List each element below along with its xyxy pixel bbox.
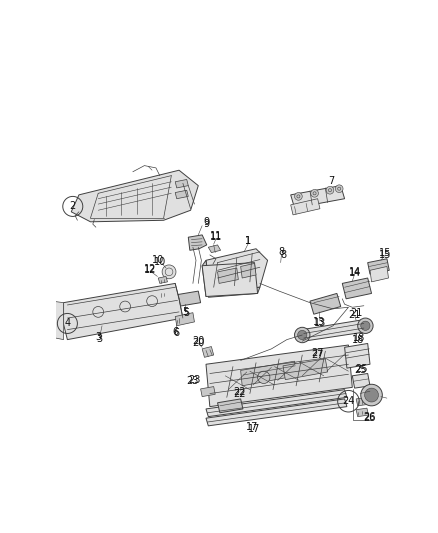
Polygon shape: [208, 245, 221, 253]
Polygon shape: [240, 361, 296, 386]
Text: 6: 6: [174, 328, 180, 338]
Text: 6: 6: [172, 327, 178, 337]
Polygon shape: [201, 386, 215, 397]
Text: 25: 25: [355, 364, 368, 374]
Polygon shape: [208, 287, 260, 297]
Circle shape: [294, 192, 302, 200]
Polygon shape: [345, 343, 370, 368]
Polygon shape: [283, 359, 328, 379]
Text: 9: 9: [203, 219, 209, 229]
Text: 8: 8: [280, 250, 286, 260]
Circle shape: [336, 185, 343, 192]
Polygon shape: [310, 294, 341, 314]
Text: 27: 27: [311, 350, 324, 360]
Polygon shape: [370, 266, 389, 282]
Text: 5: 5: [182, 307, 188, 317]
Text: 10: 10: [154, 257, 166, 267]
Polygon shape: [71, 170, 198, 222]
Text: 8: 8: [279, 247, 285, 257]
Circle shape: [298, 330, 307, 340]
Polygon shape: [52, 301, 64, 340]
Polygon shape: [367, 259, 389, 274]
Text: 15: 15: [379, 250, 392, 260]
Text: 22: 22: [233, 387, 245, 397]
Circle shape: [358, 318, 373, 334]
Text: 14: 14: [349, 269, 361, 278]
Text: 2: 2: [70, 201, 76, 212]
Text: 26: 26: [363, 411, 375, 422]
Text: 7: 7: [328, 176, 335, 186]
Circle shape: [326, 187, 334, 194]
Text: 4: 4: [64, 318, 71, 328]
Polygon shape: [206, 390, 347, 417]
Text: 25: 25: [354, 366, 367, 375]
Polygon shape: [291, 199, 320, 215]
Polygon shape: [175, 313, 194, 326]
Text: 27: 27: [311, 349, 324, 359]
Text: 9: 9: [203, 217, 209, 227]
Circle shape: [311, 189, 318, 197]
Circle shape: [361, 321, 370, 330]
Polygon shape: [342, 278, 371, 299]
Polygon shape: [158, 290, 167, 297]
Text: 12: 12: [144, 264, 156, 274]
Text: 21: 21: [350, 308, 362, 318]
Polygon shape: [240, 263, 256, 278]
Circle shape: [294, 327, 310, 343]
Polygon shape: [218, 399, 243, 413]
Text: 18: 18: [353, 333, 365, 343]
Text: 1: 1: [245, 236, 251, 246]
Polygon shape: [291, 185, 345, 208]
Text: 26: 26: [363, 413, 375, 423]
Text: 3: 3: [97, 334, 103, 344]
Text: 11: 11: [210, 231, 222, 241]
Circle shape: [258, 371, 270, 384]
Text: 5: 5: [184, 309, 190, 318]
Polygon shape: [188, 235, 207, 251]
Polygon shape: [202, 263, 258, 296]
Polygon shape: [206, 399, 347, 426]
Polygon shape: [206, 345, 352, 407]
Circle shape: [364, 388, 378, 402]
Text: 13: 13: [313, 317, 325, 327]
Text: 22: 22: [233, 389, 245, 399]
Text: 12: 12: [144, 265, 156, 276]
Text: 17: 17: [247, 424, 260, 434]
Text: 11: 11: [210, 232, 222, 242]
Text: 3: 3: [95, 332, 101, 342]
Polygon shape: [206, 249, 268, 291]
Polygon shape: [356, 398, 368, 406]
Text: 24: 24: [342, 396, 355, 406]
Text: 21: 21: [348, 310, 361, 320]
Circle shape: [162, 265, 176, 279]
Text: 23: 23: [187, 376, 199, 386]
Text: 20: 20: [192, 338, 205, 348]
Polygon shape: [302, 320, 365, 341]
Polygon shape: [356, 408, 368, 417]
Text: 10: 10: [152, 255, 164, 265]
Text: 20: 20: [192, 336, 205, 346]
Text: 18: 18: [352, 335, 364, 345]
Polygon shape: [175, 291, 201, 306]
Text: 13: 13: [314, 318, 326, 328]
Text: 14: 14: [349, 267, 361, 277]
Polygon shape: [175, 180, 188, 188]
Text: 1: 1: [245, 236, 251, 246]
Text: 15: 15: [379, 248, 392, 259]
Text: 23: 23: [188, 375, 201, 385]
Polygon shape: [202, 260, 210, 296]
Polygon shape: [218, 268, 238, 284]
Polygon shape: [158, 277, 167, 284]
Polygon shape: [64, 284, 183, 340]
Polygon shape: [175, 190, 188, 199]
Polygon shape: [202, 346, 214, 357]
Circle shape: [361, 384, 382, 406]
Polygon shape: [352, 374, 370, 388]
Text: 17: 17: [246, 422, 258, 432]
